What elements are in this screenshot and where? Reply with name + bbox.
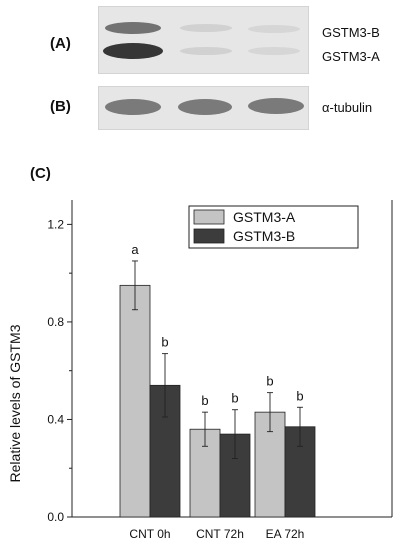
y-tick-label: 0.8 — [47, 315, 64, 329]
bar — [119, 284, 151, 518]
band-label-gstm3-b: GSTM3-B — [322, 25, 380, 40]
x-tick-label: CNT 72h — [196, 527, 244, 541]
y-tick-label: 0.4 — [47, 412, 64, 426]
band-label-gstm3-a: GSTM3-A — [322, 49, 380, 64]
panel-a-label: (A) — [50, 35, 71, 52]
significance-label: b — [266, 374, 273, 389]
x-tick-label: EA 72h — [266, 527, 305, 541]
significance-label: b — [201, 393, 208, 408]
legend-swatch — [193, 228, 225, 244]
band-label-tubulin: α-tubulin — [322, 100, 373, 115]
significance-label: a — [131, 242, 139, 257]
blot-tubulin-bands — [105, 98, 304, 115]
y-tick-label: 0.0 — [47, 510, 64, 524]
blot-gstm3-bands — [103, 22, 300, 59]
significance-label: b — [161, 335, 168, 350]
legend-label: GSTM3-A — [233, 209, 296, 225]
significance-label: b — [296, 388, 303, 403]
significance-label: b — [231, 391, 238, 406]
western-blot-tubulin — [98, 86, 309, 130]
y-tick-label: 1.2 — [47, 217, 64, 231]
panel-c-label: (C) — [30, 165, 51, 182]
x-tick-label: CNT 0h — [129, 527, 170, 541]
y-axis-label: Relative levels of GSTM3 — [7, 324, 23, 482]
legend-label: GSTM3-B — [233, 228, 295, 244]
panel-b-label: (B) — [50, 98, 71, 115]
legend-swatch — [193, 209, 225, 225]
western-blot-gstm3 — [98, 6, 309, 74]
